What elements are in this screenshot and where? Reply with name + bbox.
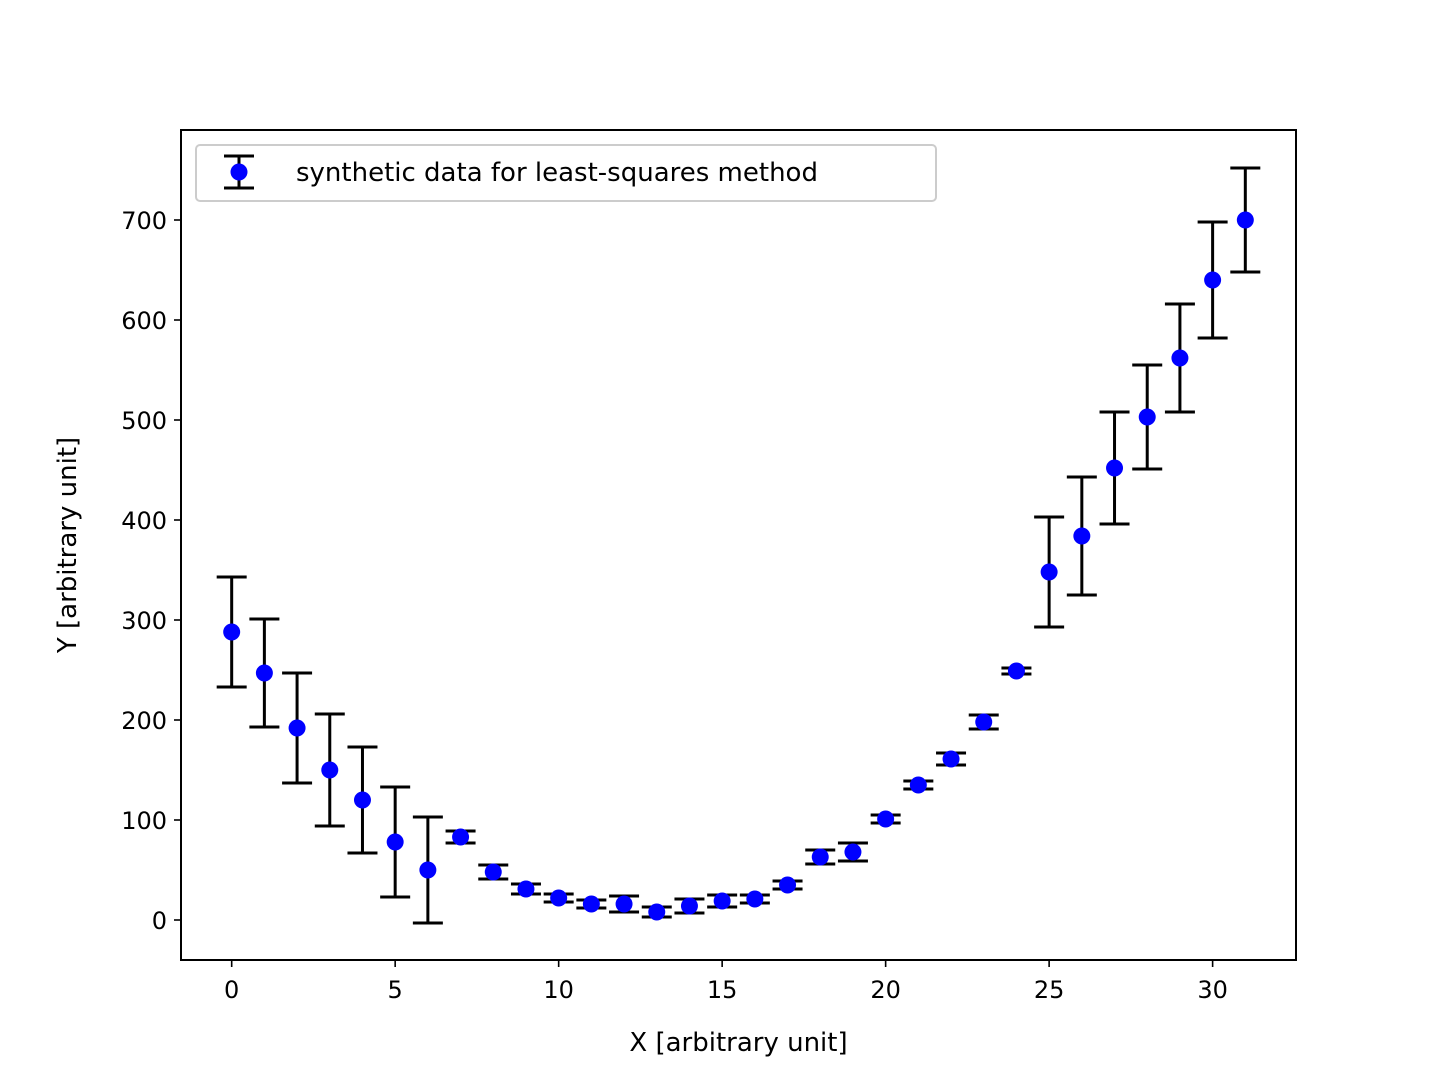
- data-point: [1040, 563, 1058, 581]
- data-point: [615, 895, 633, 913]
- data-point: [288, 719, 306, 737]
- legend-marker: [224, 154, 254, 190]
- y-axis: 0 100 200 300 400 500 600 700: [121, 207, 181, 935]
- x-tick-label: 15: [707, 976, 738, 1004]
- data-point: [1171, 349, 1189, 367]
- data-point: [386, 833, 404, 851]
- x-tick-label: 30: [1197, 976, 1228, 1004]
- y-tick-label: 300: [121, 607, 167, 635]
- data-point: [648, 903, 666, 921]
- data-point: [844, 843, 862, 861]
- y-tick-label: 600: [121, 307, 167, 335]
- legend: synthetic data for least-squares method: [195, 144, 937, 202]
- data-point: [550, 889, 568, 907]
- data-point: [1236, 211, 1254, 229]
- data-point: [484, 863, 502, 881]
- data-point: [877, 810, 895, 828]
- data-point: [746, 890, 764, 908]
- data-point: [975, 713, 993, 731]
- y-tick-label: 500: [121, 407, 167, 435]
- data-point: [517, 880, 535, 898]
- plot-area: [216, 166, 1261, 925]
- data-point: [909, 776, 927, 794]
- data-point: [1007, 662, 1025, 680]
- y-tick-label: 400: [121, 507, 167, 535]
- data-point: [713, 892, 731, 910]
- x-tick-label: 20: [870, 976, 901, 1004]
- data-point: [1138, 408, 1156, 426]
- data-point: [779, 876, 797, 894]
- data-point: [1204, 271, 1222, 289]
- data-point: [811, 848, 829, 866]
- axes-frame: [180, 129, 1297, 961]
- x-tick-label: 0: [224, 976, 239, 1004]
- data-point: [419, 861, 437, 879]
- legend-point: [230, 163, 248, 181]
- data-point: [452, 828, 470, 846]
- data-point: [1073, 527, 1091, 545]
- x-tick-label: 10: [543, 976, 574, 1004]
- data-point: [255, 664, 273, 682]
- y-tick-label: 100: [121, 807, 167, 835]
- data-point: [942, 750, 960, 768]
- x-axis-label: X [arbitrary unit]: [629, 1028, 847, 1058]
- y-tick-label: 0: [152, 907, 167, 935]
- data-point: [321, 761, 339, 779]
- data-point: [1106, 459, 1124, 477]
- x-tick-label: 5: [388, 976, 403, 1004]
- data-point: [353, 791, 371, 809]
- legend-box: [195, 144, 937, 202]
- data-point: [680, 897, 698, 915]
- y-axis-label: Y [arbitrary unit]: [53, 437, 83, 654]
- data-point: [582, 895, 600, 913]
- legend-label: synthetic data for least-squares method: [296, 158, 818, 188]
- data-point: [223, 623, 241, 641]
- y-tick-label: 700: [121, 207, 167, 235]
- x-axis: 0 5 10 15 20 25 30: [224, 960, 1228, 1004]
- x-tick-label: 25: [1034, 976, 1065, 1004]
- y-tick-label: 200: [121, 707, 167, 735]
